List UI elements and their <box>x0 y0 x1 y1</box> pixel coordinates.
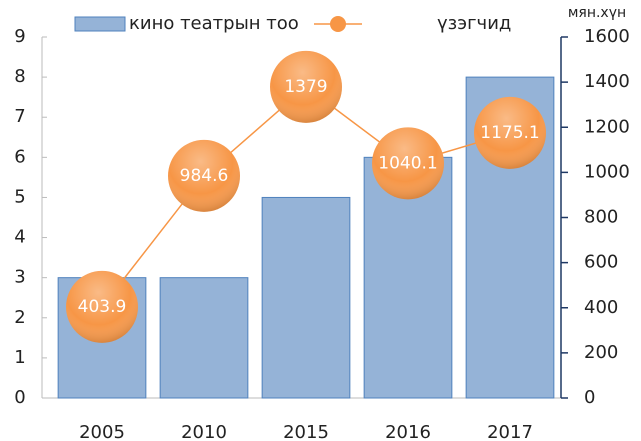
y2-tick-label: 1600 <box>584 26 630 47</box>
legend-label: үзэгчид <box>437 13 511 34</box>
x-tick-label: 2015 <box>283 422 329 441</box>
data-label: 1175.1 <box>480 123 539 143</box>
x-tick-label: 2005 <box>79 422 125 441</box>
y-tick-label: 9 <box>14 26 25 47</box>
y-tick-label: 0 <box>14 387 25 408</box>
y2-tick-label: 1200 <box>584 116 630 137</box>
y2-tick-label: 0 <box>584 387 595 408</box>
y2-tick-label: 600 <box>584 252 618 273</box>
y-tick-label: 1 <box>14 347 25 368</box>
bar <box>261 196 351 399</box>
marker-shine <box>66 270 138 343</box>
y-tick-label: 7 <box>14 106 25 127</box>
y2-tick-label: 1400 <box>584 71 630 92</box>
marker-shine <box>168 139 240 212</box>
y-tick-label: 6 <box>14 146 25 167</box>
y-tick-label: 2 <box>14 307 25 328</box>
marker-shine <box>270 50 342 123</box>
y2-tick-label: 800 <box>584 207 618 228</box>
y2-tick-label: 400 <box>584 297 618 318</box>
data-label: 403.9 <box>78 297 127 317</box>
y-tick-label: 8 <box>14 66 25 87</box>
y2-tick-label: 1000 <box>584 161 630 182</box>
y-tick-label: 3 <box>14 267 25 288</box>
legend-swatch <box>74 16 126 32</box>
bar <box>159 277 249 399</box>
legend-marker <box>330 16 346 32</box>
y2-axis-label: мян.хүн <box>568 5 626 21</box>
data-label: 1040.1 <box>378 153 437 173</box>
y-tick-label: 4 <box>14 227 25 248</box>
y2-tick-label: 200 <box>584 342 618 363</box>
marker-shine <box>372 127 444 200</box>
data-label: 984.6 <box>180 166 229 186</box>
data-label: 1379 <box>284 77 327 97</box>
x-tick-label: 2010 <box>181 422 227 441</box>
legend-label: кино театрын тоо <box>129 13 299 34</box>
marker-shine <box>474 96 546 169</box>
x-tick-label: 2016 <box>385 422 431 441</box>
y-tick-label: 5 <box>14 186 25 207</box>
x-tick-label: 2017 <box>487 422 533 441</box>
